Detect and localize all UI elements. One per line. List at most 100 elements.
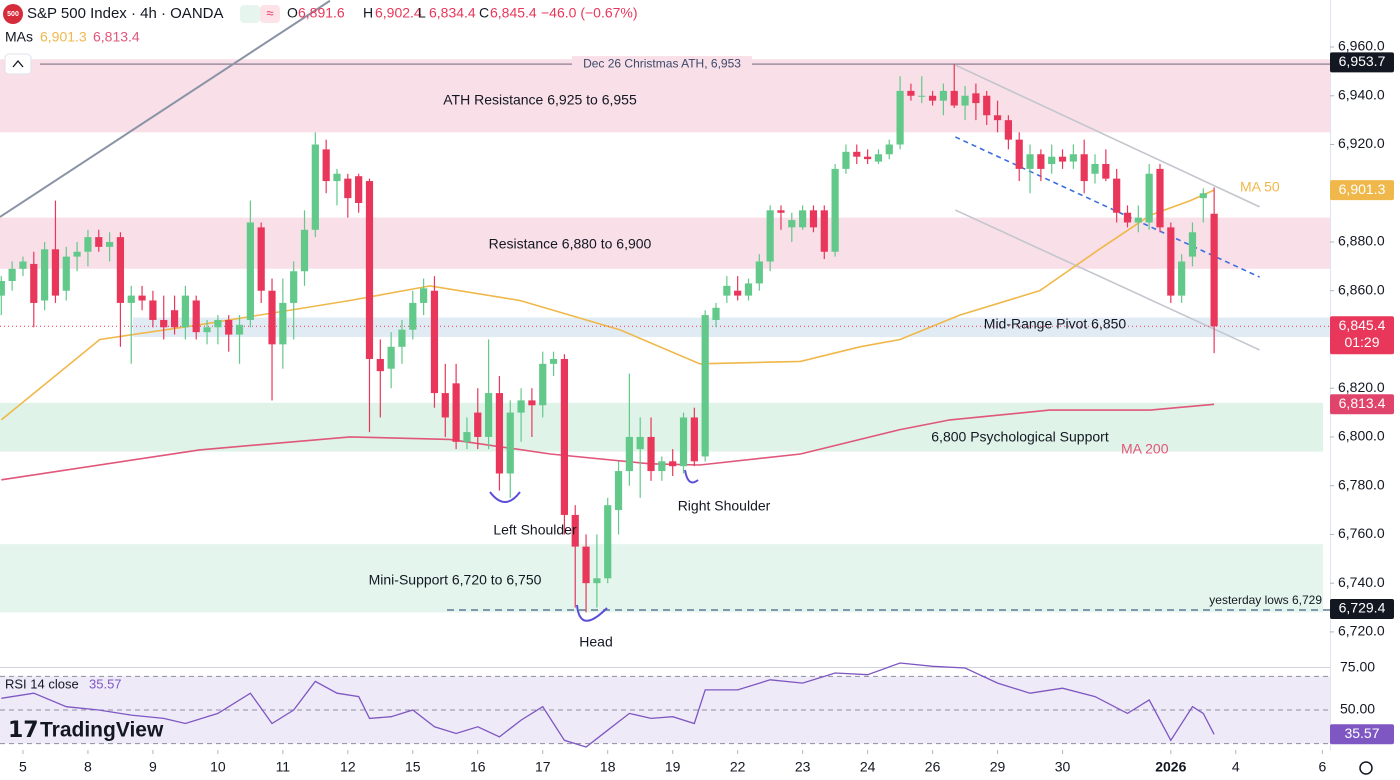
candle-body — [333, 173, 341, 182]
candle-body — [582, 546, 590, 584]
price-tag-label: 6,901.3 — [1339, 181, 1386, 197]
candle-body — [95, 237, 103, 247]
candle-body — [636, 436, 644, 450]
candle-body — [495, 393, 504, 474]
x-tick-label: 17 — [535, 759, 551, 775]
price-tag-label: 6,729.4 — [1339, 600, 1386, 616]
rsi-label: RSI 14 close — [5, 676, 79, 691]
collapse-glyph — [12, 59, 24, 68]
series-label: MA 200 — [1121, 441, 1169, 457]
candle-body — [571, 514, 579, 547]
candle-body — [647, 436, 655, 472]
moving-average — [0, 189, 1215, 421]
candle-body — [625, 436, 633, 472]
trendline — [954, 136, 1260, 278]
collapse-button[interactable] — [4, 53, 32, 75]
x-tick-label: 9 — [149, 759, 157, 775]
candle-body — [755, 261, 763, 284]
candle-body — [0, 280, 5, 296]
candle-body — [463, 432, 471, 442]
x-tick-label: 11 — [276, 759, 291, 775]
trendline — [954, 64, 1260, 208]
candle-body — [300, 229, 309, 272]
rsi-line — [1, 662, 1215, 748]
candle-body — [441, 393, 449, 418]
candle-body — [452, 383, 460, 442]
candle-body — [549, 358, 558, 364]
candle-body — [972, 93, 980, 104]
x-tick-label: 5 — [19, 759, 27, 775]
candle-body — [604, 505, 612, 579]
x-tick-label: 10 — [210, 759, 226, 775]
ohlc-value: 6,845.4 — [490, 5, 537, 21]
y-tick-label: 6,760.0 — [1338, 525, 1385, 541]
settings-icon[interactable] — [1359, 761, 1373, 775]
price-tag-label: 6,953.7 — [1339, 53, 1386, 69]
y-tick-label: 6,960.0 — [1338, 38, 1385, 54]
candle-body — [1004, 120, 1012, 140]
candle-body — [235, 324, 244, 335]
y-tick-label: 6,820.0 — [1338, 379, 1385, 395]
candle-body — [918, 95, 926, 97]
candle-body — [1026, 154, 1034, 169]
candle-body — [1167, 227, 1175, 296]
candle-body — [766, 210, 774, 262]
badge-text: 500 — [7, 11, 19, 18]
ath-label: Dec 26 Christmas ATH, 6,953 — [583, 56, 741, 70]
candle-body — [669, 461, 677, 467]
candle-body — [149, 300, 157, 320]
y-tick-label: 6,880.0 — [1338, 233, 1385, 249]
compare-icon[interactable] — [260, 5, 280, 23]
ohlc-value: 6,902.4 — [375, 5, 422, 21]
price-tag — [1330, 316, 1394, 355]
lows-label: yesterday lows 6,729 — [1209, 593, 1322, 607]
candle-body — [203, 327, 211, 333]
rsi-tick-label: 50.00 — [1340, 701, 1375, 717]
candle-body — [138, 295, 146, 301]
zone-label: 6,800 Psychological Support — [931, 429, 1109, 445]
trendline — [0, 0, 331, 218]
candle-body — [1058, 156, 1067, 162]
price-tag — [1330, 599, 1394, 619]
candle-body — [1080, 154, 1088, 182]
candle-body — [1210, 213, 1218, 327]
candle-body — [1178, 261, 1186, 296]
head-curve — [576, 604, 608, 622]
x-tick-label: 8 — [84, 759, 92, 775]
x-tick-label: 4 — [1232, 759, 1240, 775]
candle-body — [127, 295, 135, 303]
candle-body — [799, 210, 807, 228]
ma-value: 6,901.3 — [40, 29, 87, 45]
candle-body — [1123, 212, 1132, 223]
candle-body — [506, 412, 514, 474]
left-shoulder-curve — [489, 491, 521, 503]
candle-body — [8, 268, 16, 281]
candle-body — [939, 90, 948, 101]
candle-body — [290, 271, 298, 303]
ohlc-key: L — [418, 5, 426, 21]
ma-value: 6,813.4 — [93, 29, 140, 45]
candle-body — [896, 90, 904, 145]
candle-body — [430, 290, 439, 394]
rsi-tag — [1330, 724, 1394, 745]
candle-body — [1145, 173, 1153, 223]
candle-body — [1091, 164, 1099, 174]
price-tag — [1330, 52, 1394, 73]
brand-logo: 𝟭𝟳 — [8, 717, 39, 742]
candle-body — [712, 307, 720, 320]
candle-body — [1048, 156, 1056, 165]
price-tag — [1330, 394, 1394, 415]
candle-body — [84, 237, 92, 252]
ohlc-key: O — [287, 5, 298, 21]
candle-body — [41, 249, 49, 301]
moving-average — [1, 403, 1215, 481]
x-tick-label: 16 — [470, 759, 486, 775]
candle-body — [214, 319, 222, 328]
candle-body — [387, 346, 395, 369]
eye-icon[interactable] — [240, 5, 260, 23]
zone-label: Resistance 6,880 to 6,900 — [489, 236, 652, 252]
candle-body — [1134, 217, 1142, 223]
x-tick-label: 12 — [340, 759, 356, 775]
candle-body — [484, 393, 493, 437]
candle-body — [842, 151, 850, 169]
